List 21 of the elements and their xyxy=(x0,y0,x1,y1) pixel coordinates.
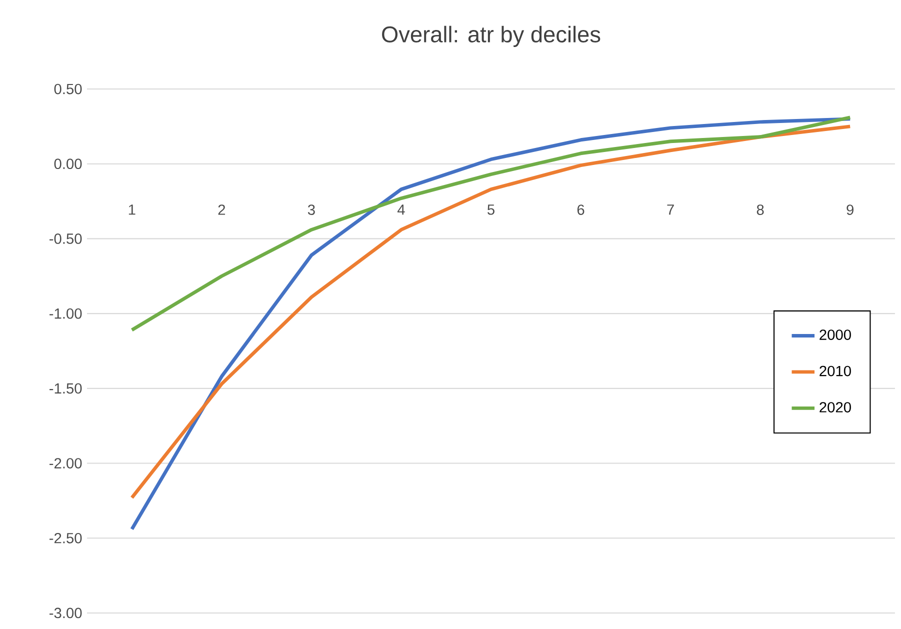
y-tick-label: 0.50 xyxy=(54,84,82,94)
legend-label: 2010 xyxy=(820,366,851,376)
x-tick-label: 4 xyxy=(397,204,405,215)
legend-label: 2000 xyxy=(820,330,851,340)
x-tick-label: 3 xyxy=(308,204,315,215)
y-tick-label: -3.00 xyxy=(50,608,82,618)
x-tick-label: 5 xyxy=(488,204,494,215)
y-tick-label: 0.00 xyxy=(54,158,82,170)
y-tick-label: -1.50 xyxy=(50,383,82,394)
y-tick-label: -1.00 xyxy=(50,308,82,319)
x-tick-label: 9 xyxy=(846,204,854,215)
x-tick-label: 1 xyxy=(128,204,136,215)
y-tick-label: -2.00 xyxy=(50,458,82,468)
chart-title: Overall: atr by deciles xyxy=(382,26,600,47)
x-tick-label: 6 xyxy=(577,204,584,215)
x-tick-label: 2 xyxy=(218,204,226,215)
y-tick-label: -2.50 xyxy=(50,532,82,544)
legend-label: 2020 xyxy=(820,402,851,412)
y-tick-label: -0.50 xyxy=(50,234,82,244)
x-tick-label: 8 xyxy=(756,204,764,215)
x-tick-label: 7 xyxy=(667,204,674,215)
